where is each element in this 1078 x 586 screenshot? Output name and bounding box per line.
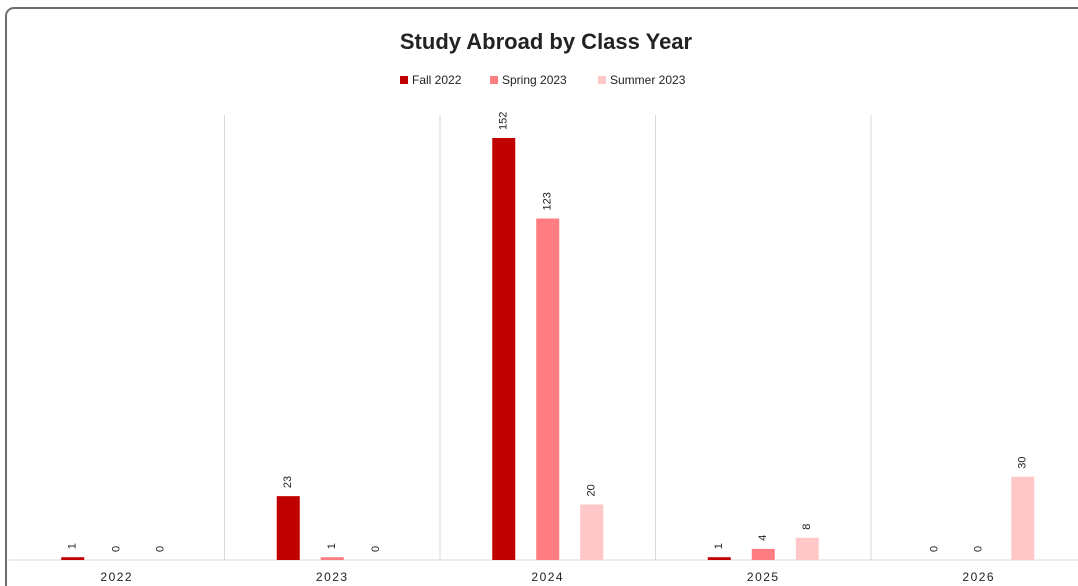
x-tick-label: 2026 bbox=[962, 570, 995, 584]
chart-title: Study Abroad by Class Year bbox=[400, 29, 693, 54]
legend-label: Fall 2022 bbox=[412, 73, 462, 87]
legend-label: Spring 2023 bbox=[502, 73, 567, 87]
data-label: 1 bbox=[326, 543, 338, 549]
data-label: 4 bbox=[757, 535, 769, 541]
bar bbox=[536, 218, 560, 560]
data-label: 20 bbox=[586, 484, 598, 496]
data-label: 0 bbox=[973, 546, 985, 552]
data-label: 1 bbox=[713, 543, 725, 549]
data-label: 30 bbox=[1017, 456, 1029, 468]
x-tick-label: 2023 bbox=[316, 570, 349, 584]
data-label: 1 bbox=[67, 543, 79, 549]
bar bbox=[580, 504, 604, 560]
legend-swatch bbox=[490, 76, 498, 84]
data-label: 8 bbox=[801, 524, 813, 530]
bar bbox=[320, 557, 344, 560]
x-tick-label: 2022 bbox=[100, 570, 133, 584]
x-tick-label: 2024 bbox=[531, 570, 564, 584]
data-label: 123 bbox=[542, 192, 554, 210]
data-label: 0 bbox=[155, 546, 167, 552]
data-label: 152 bbox=[498, 112, 510, 130]
data-label: 23 bbox=[282, 476, 294, 488]
bar bbox=[492, 138, 516, 560]
data-label: 0 bbox=[929, 546, 941, 552]
bar bbox=[276, 496, 300, 560]
legend-swatch bbox=[598, 76, 606, 84]
bar bbox=[751, 548, 775, 560]
bar bbox=[795, 537, 819, 560]
legend-label: Summer 2023 bbox=[610, 73, 686, 87]
bar bbox=[707, 557, 731, 560]
data-label: 0 bbox=[111, 546, 123, 552]
legend-swatch bbox=[400, 76, 408, 84]
data-label: 0 bbox=[370, 546, 382, 552]
bar bbox=[1011, 476, 1035, 560]
x-tick-label: 2025 bbox=[747, 570, 780, 584]
bar bbox=[61, 557, 85, 560]
